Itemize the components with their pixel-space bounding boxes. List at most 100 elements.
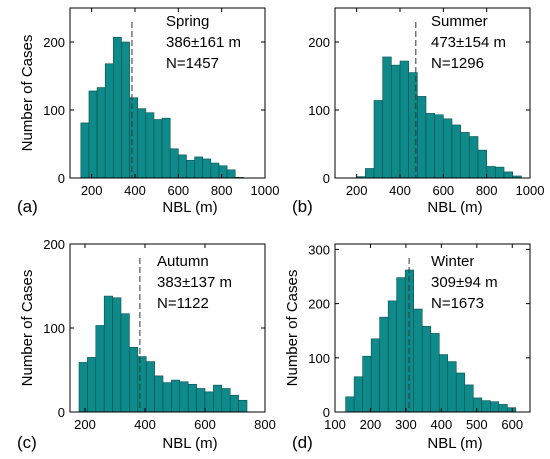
histogram-bar <box>382 56 392 179</box>
annotation-line: 309±94 m <box>431 274 498 291</box>
histogram-bar <box>169 148 179 179</box>
panel-label: (d) <box>292 433 313 452</box>
histogram-bar <box>430 333 440 413</box>
histogram-bar <box>196 388 206 413</box>
annotation-line: N=1296 <box>431 55 484 72</box>
x-tick-label: 600 <box>432 183 454 198</box>
panel-label: (b) <box>292 197 313 216</box>
histogram-bar <box>238 399 248 413</box>
histogram-bar <box>80 122 90 179</box>
panel-label: (a) <box>17 197 38 216</box>
histogram-bar <box>153 119 163 179</box>
histogram-bar <box>95 325 105 413</box>
histogram-bar <box>88 90 98 179</box>
x-tick-label: 200 <box>346 183 368 198</box>
annotation-line: Autumn <box>157 253 209 270</box>
histogram-bar <box>218 165 228 179</box>
histogram-bar <box>171 379 181 413</box>
annotation-line: N=1673 <box>431 295 484 312</box>
annotation-line: 473±154 m <box>431 34 506 51</box>
histogram-bar <box>87 357 97 413</box>
histogram-bar <box>129 97 139 179</box>
histogram-bar <box>226 169 236 179</box>
histogram-bar <box>472 397 483 413</box>
x-tick-label: 600 <box>501 417 523 432</box>
histogram-bar <box>455 372 466 413</box>
x-axis-label: NBL (m) <box>162 435 217 452</box>
y-axis-label: Number of Cases <box>284 270 301 387</box>
histogram-bar <box>129 347 139 413</box>
histogram-bar <box>145 112 155 179</box>
histogram-bar <box>469 136 479 179</box>
axes-frame <box>334 243 531 413</box>
histogram-bar <box>498 404 508 413</box>
histogram-bar <box>486 166 496 179</box>
chart-panel-2: 200 400 600 800 1000 0 100 200 Summer 473±154 m N=… <box>292 7 545 216</box>
annotation-line: Summer <box>431 13 488 30</box>
y-tick-label: 300 <box>308 242 330 257</box>
histogram-bar <box>187 383 197 413</box>
histogram-bar <box>137 108 147 179</box>
y-tick-label: 0 <box>58 171 65 186</box>
y-tick-label: 200 <box>308 35 330 50</box>
histogram-bar <box>417 96 427 179</box>
histogram-bar <box>507 407 517 413</box>
histogram-bar <box>221 388 231 413</box>
x-tick-label: 600 <box>167 183 189 198</box>
y-tick-label: 100 <box>43 321 65 336</box>
histogram-bar <box>145 361 155 413</box>
histogram-bar <box>489 401 500 413</box>
histogram-bar <box>396 277 406 413</box>
x-tick-label: 800 <box>476 183 498 198</box>
annotation-line: N=1122 <box>157 295 209 312</box>
histogram-bar <box>447 361 457 413</box>
annotation-line: 383±137 m <box>157 274 232 291</box>
x-tick-label: 200 <box>74 417 96 432</box>
x-tick-label: 200 <box>81 183 103 198</box>
histogram-bar <box>391 64 401 179</box>
histogram-bar <box>186 160 195 179</box>
axes-frame <box>334 7 531 179</box>
histogram-bar <box>399 60 409 179</box>
histogram-bar <box>121 41 130 179</box>
x-tick-label: 1000 <box>516 183 545 198</box>
histogram-bar <box>194 156 204 179</box>
histogram-bar <box>78 362 88 413</box>
histogram-bar <box>451 124 461 179</box>
histogram-bar <box>210 162 220 179</box>
x-tick-label: 1000 <box>251 183 280 198</box>
x-axis-label: NBL (m) <box>427 435 482 452</box>
histogram-bar <box>425 113 435 179</box>
x-tick-label: 400 <box>431 417 453 432</box>
x-tick-label: 200 <box>360 417 382 432</box>
annotation-line: Winter <box>431 253 474 270</box>
histogram-bar <box>204 391 214 413</box>
y-tick-label: 200 <box>43 237 65 252</box>
x-tick-label: 300 <box>395 417 417 432</box>
histogram-bar <box>495 166 505 179</box>
histogram-bar <box>162 382 172 413</box>
y-tick-label: 100 <box>308 103 330 118</box>
y-tick-label: 200 <box>43 35 65 50</box>
histogram-bar <box>464 384 474 413</box>
histogram-bar <box>202 158 212 179</box>
histogram-bar <box>120 313 130 413</box>
x-axis-label: NBL (m) <box>427 199 482 216</box>
histogram-bar <box>438 354 449 413</box>
histogram-bar <box>477 149 487 179</box>
histogram-bar <box>443 118 453 179</box>
y-tick-label: 200 <box>308 297 330 312</box>
x-tick-label: 400 <box>134 417 156 432</box>
histogram-bar <box>413 308 423 413</box>
histogram-bar <box>421 326 432 413</box>
histogram-bar <box>103 295 113 413</box>
histogram-bar <box>379 316 389 413</box>
histogram-bar <box>503 171 513 179</box>
histogram-bar <box>104 63 114 179</box>
histogram-bar <box>353 376 363 413</box>
annotation-line: N=1457 <box>166 55 219 72</box>
histogram-bar <box>112 297 122 413</box>
histogram-bar <box>137 356 147 413</box>
x-tick-label: 400 <box>389 183 411 198</box>
